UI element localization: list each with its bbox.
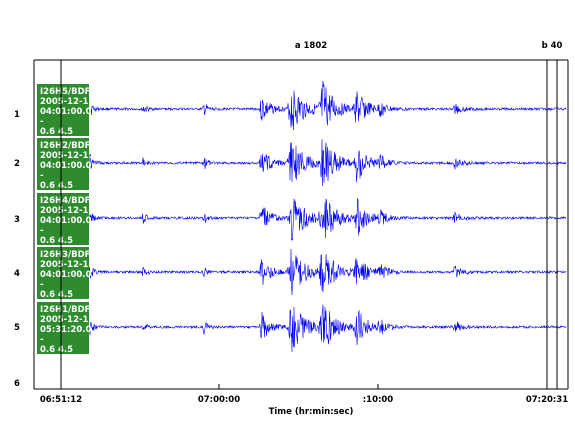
pick-a-label: a 1802 <box>295 41 327 51</box>
station-tag-dash: - <box>40 171 44 181</box>
station-tag-dash: - <box>40 117 44 127</box>
station-tag-start: 04:01:00.0 <box>40 161 92 171</box>
picks: a 1802 b 40 <box>295 41 563 51</box>
waveform-trace-4 <box>61 248 567 296</box>
y-tick-3: 3 <box>14 215 20 225</box>
station-tag-bg <box>37 84 89 136</box>
station-tag-station: I26H2/BDF <box>40 141 91 151</box>
vertical-markers <box>60 60 558 389</box>
station-tag-date: 2005-12-11 <box>40 260 94 270</box>
station-tag-bg <box>37 138 89 190</box>
station-tag-dash: - <box>40 280 44 290</box>
x-tick-3: 07:20:31 <box>526 395 568 405</box>
x-ticks: 06:51:12 07:00:00 :10:00 07:20:31 <box>40 384 568 405</box>
station-tag-dash: - <box>40 335 44 345</box>
waveforms <box>61 80 567 352</box>
station-tag-date: 2005-12-11 <box>40 315 94 325</box>
station-tag-band: 0.6 4.5 <box>40 236 73 246</box>
x-tick-1: 07:00:00 <box>198 395 240 405</box>
station-tag-station: I26H3/BDF <box>40 250 91 260</box>
station-tag-bg <box>37 193 89 245</box>
y-tick-2: 2 <box>14 159 20 169</box>
station-tag-date: 2005-12-11 <box>40 97 94 107</box>
waveform-trace-2 <box>61 139 567 186</box>
pick-b-label: b 40 <box>542 41 563 51</box>
station-tag-station: I26H4/BDF <box>40 196 91 206</box>
station-tag-bg <box>37 302 89 354</box>
waveform-trace-3 <box>61 197 567 242</box>
station-tag-bg <box>37 247 89 299</box>
station-tag-band: 0.6 4.5 <box>40 345 73 355</box>
station-tag-station: I26H5/BDF <box>40 87 91 97</box>
y-ticks: 1 2 3 4 5 6 <box>14 110 20 389</box>
x-tick-0: 06:51:12 <box>40 395 82 405</box>
x-tick-2: :10:00 <box>363 395 394 405</box>
station-tag-date: 2005-12-11 <box>40 206 94 216</box>
station-tag-band: 0.6 4.5 <box>40 290 73 300</box>
station-tag-start: 04:01:00.0 <box>40 270 92 280</box>
y-tick-5: 5 <box>14 323 20 333</box>
station-tag-date: 2005-12-11 <box>40 151 94 161</box>
y-tick-1: 1 <box>14 110 20 120</box>
waveform-trace-5 <box>61 304 567 352</box>
station-tag-start: 04:01:00.0 <box>40 216 92 226</box>
station-tag-dash: - <box>40 226 44 236</box>
y-tick-4: 4 <box>14 269 20 279</box>
station-tag-start: 05:31:20.0 <box>40 325 92 335</box>
station-tag-band: 0.6 4.5 <box>40 181 73 191</box>
station-tag-start: 04:01:00.0 <box>40 107 92 117</box>
x-axis-label: Time (hr:min:sec) <box>269 407 354 417</box>
plot-frame <box>33 59 569 390</box>
y-tick-6: 6 <box>14 379 20 389</box>
waveform-trace-1 <box>61 80 567 131</box>
station-tag-station: I26H1/BDF <box>40 305 91 315</box>
station-tag-band: 0.6 4.5 <box>40 127 73 137</box>
